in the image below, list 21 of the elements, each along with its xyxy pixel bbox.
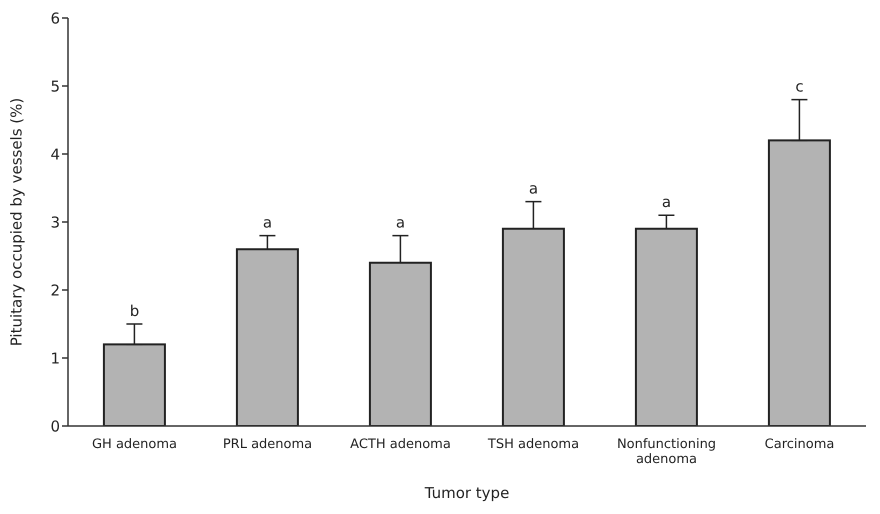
annotation: a <box>662 193 672 212</box>
annotation: c <box>795 78 804 96</box>
y-axis-title: Pituitary occupied by vessels (%) <box>7 98 26 346</box>
x-tick-label: Nonfunctioning adenoma <box>616 437 716 467</box>
x-tick-label: PRL adenoma <box>222 437 312 452</box>
annotation: a <box>528 180 538 198</box>
x-tick-label: GH adenoma <box>92 437 178 452</box>
x-tick-label: Carcinoma <box>764 437 834 452</box>
y-tick-label: 3 <box>50 213 60 232</box>
y-tick-label: 5 <box>50 77 60 96</box>
annotation: a <box>396 214 406 232</box>
annotation: b <box>130 302 140 320</box>
x-axis-title: Tumor type <box>424 484 510 502</box>
annotation: a <box>262 214 272 232</box>
y-tick-label: 2 <box>50 281 60 300</box>
y-tick-label: 4 <box>50 145 60 164</box>
x-tick-label: ACTH adenoma <box>350 437 451 452</box>
y-tick-label: 6 <box>50 9 60 28</box>
y-tick-label: 1 <box>50 349 60 368</box>
x-tick-label: TSH adenoma <box>486 437 580 452</box>
y-tick-label: 0 <box>50 417 60 436</box>
